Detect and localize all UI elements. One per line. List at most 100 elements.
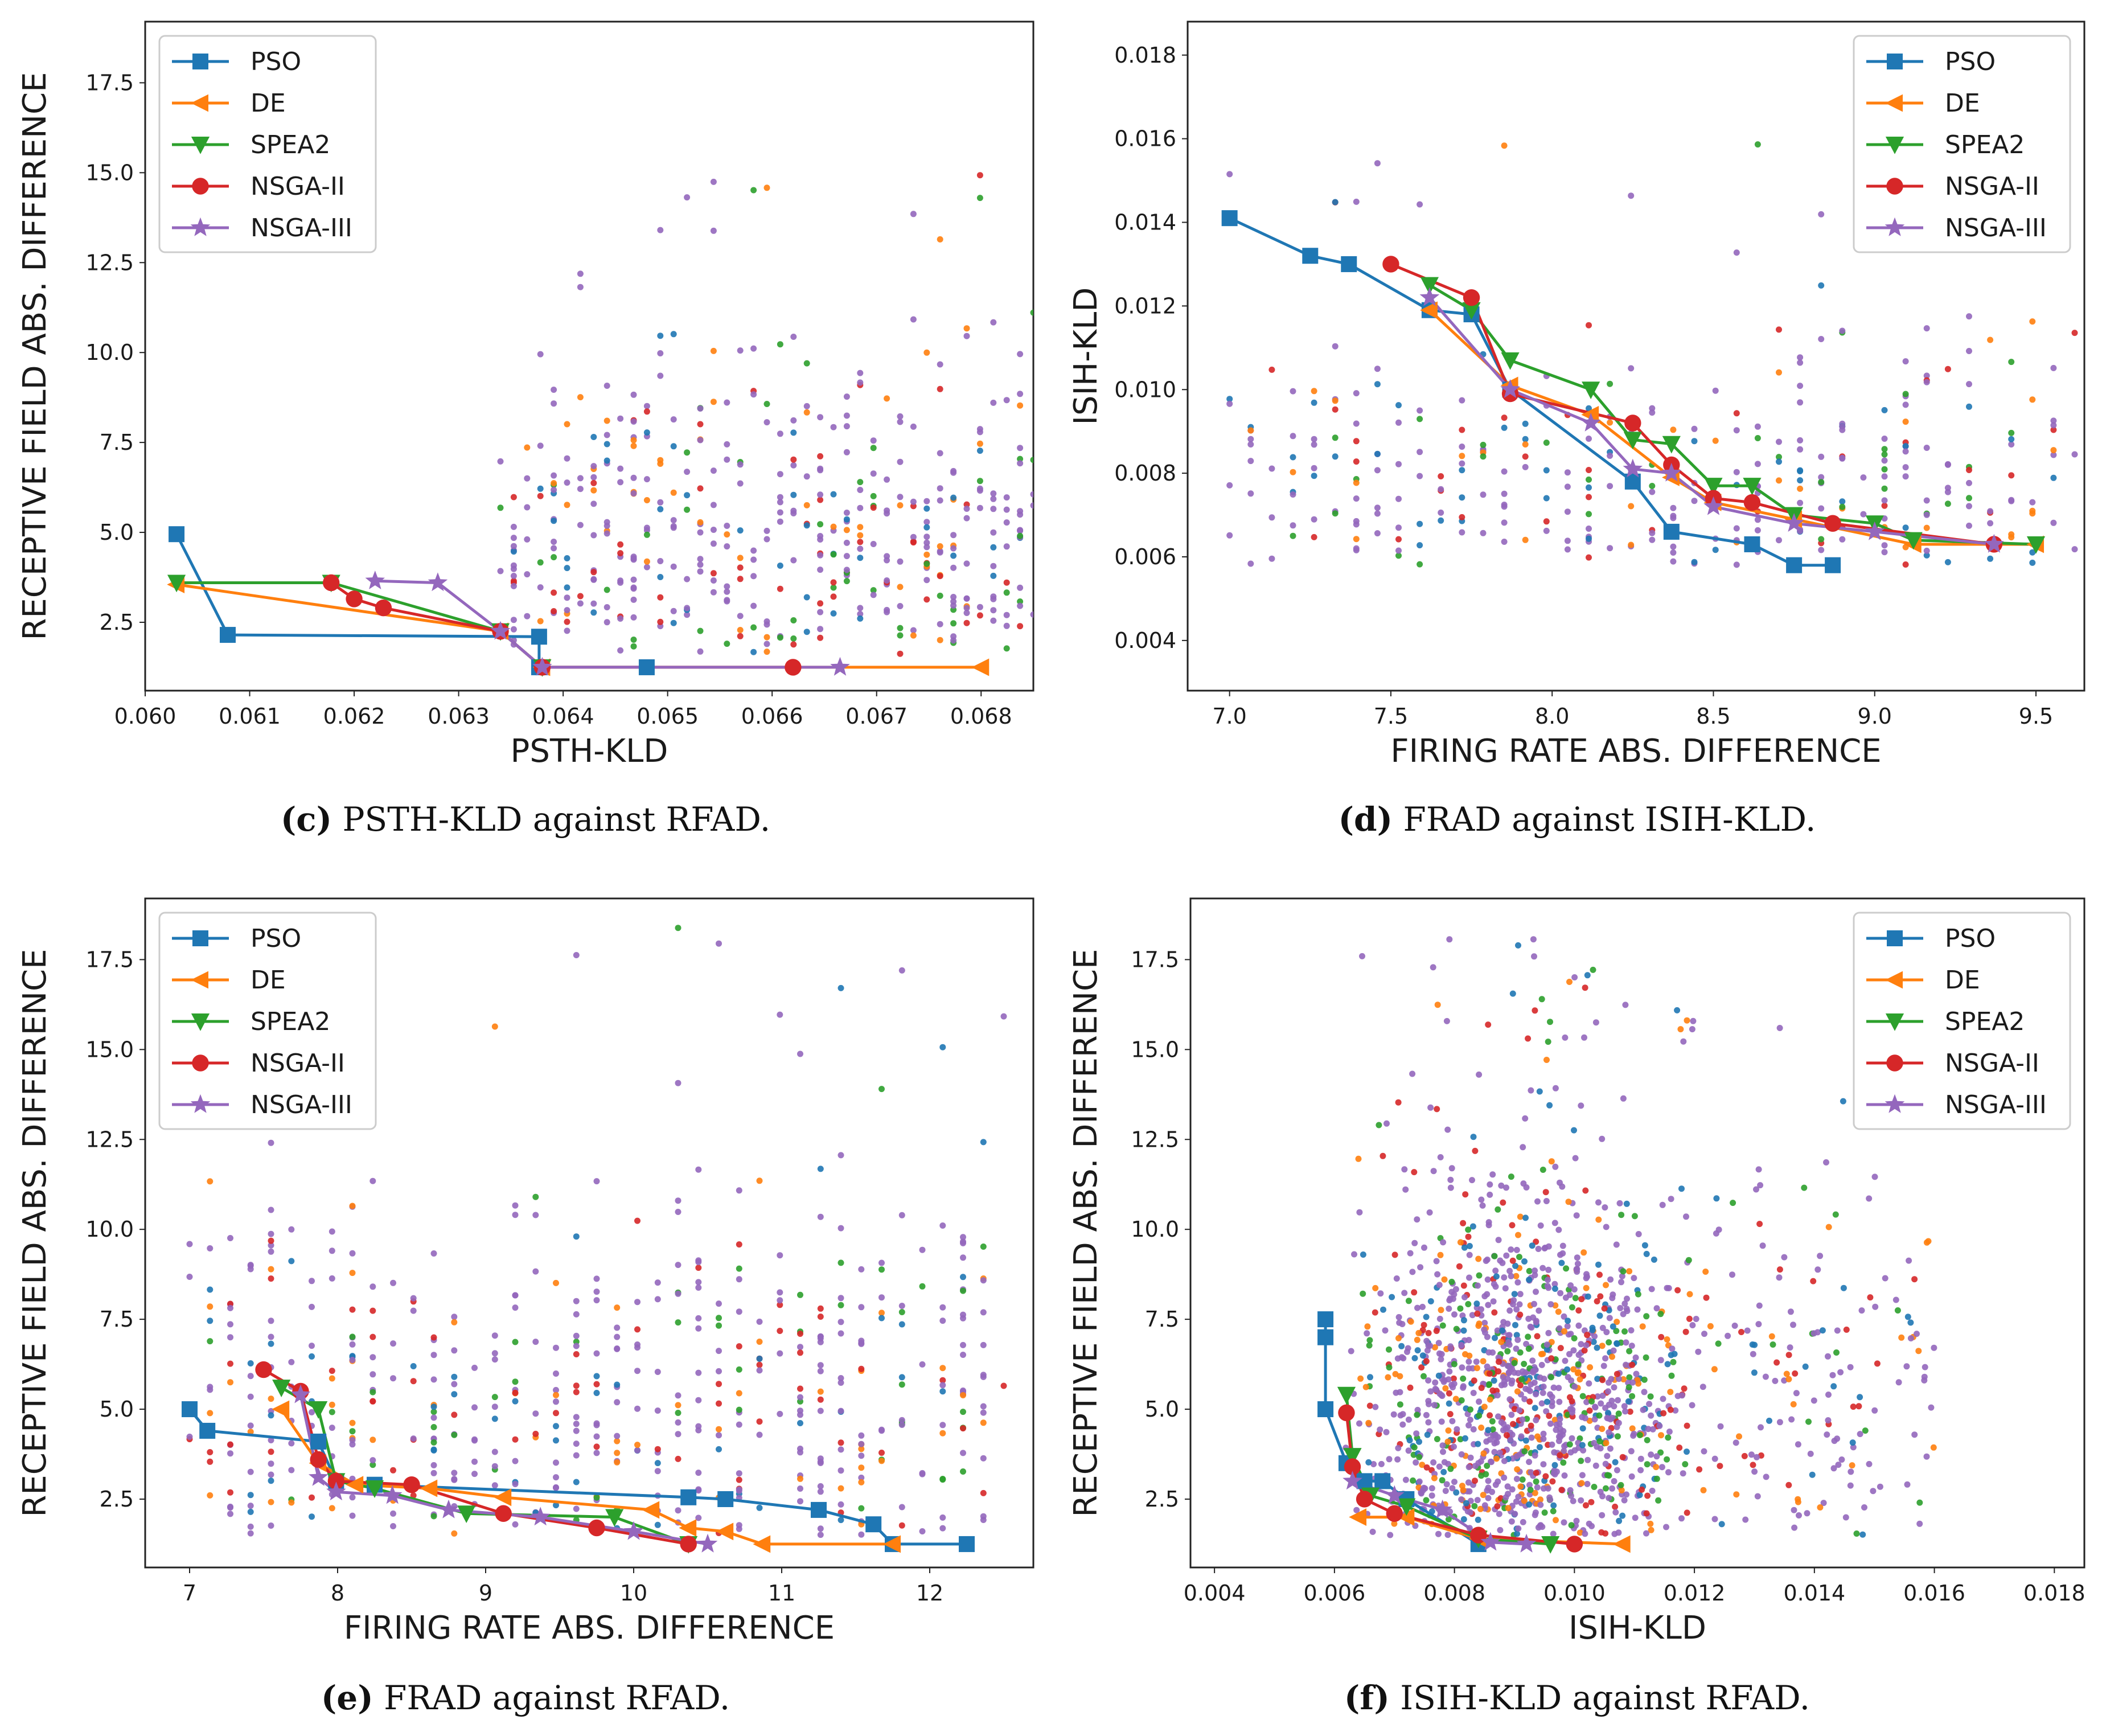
scatter-point bbox=[1511, 1291, 1518, 1298]
scatter-point bbox=[858, 1505, 865, 1512]
series-marker-nsga-iii bbox=[326, 1481, 346, 1501]
scatter-point bbox=[857, 532, 864, 539]
scatter-point bbox=[630, 437, 637, 444]
scatter-point bbox=[1833, 1349, 1840, 1356]
scatter-point bbox=[512, 1481, 519, 1487]
scatter-point bbox=[1540, 1461, 1547, 1468]
series-marker-pso bbox=[531, 629, 547, 645]
series-marker-spea2 bbox=[1501, 352, 1520, 370]
scatter-point bbox=[1545, 1284, 1552, 1291]
y-tick-label: 0.008 bbox=[1114, 461, 1176, 486]
series-marker-pso bbox=[199, 1422, 216, 1439]
scatter-point bbox=[803, 594, 810, 601]
scatter-point bbox=[756, 1318, 763, 1325]
scatter-point bbox=[577, 270, 584, 277]
scatter-point bbox=[837, 1380, 844, 1386]
scatter-point bbox=[1450, 1384, 1456, 1390]
scatter-point bbox=[817, 567, 824, 573]
scatter-point bbox=[1632, 1515, 1639, 1521]
x-tick-label: 0.010 bbox=[1543, 1581, 1606, 1606]
scatter-point bbox=[1547, 1301, 1554, 1308]
scatter-point bbox=[817, 1460, 824, 1466]
series-marker-spea2 bbox=[605, 1509, 624, 1527]
scatter-point bbox=[1496, 1511, 1502, 1517]
scatter-point bbox=[524, 613, 531, 619]
scatter-point bbox=[1730, 1200, 1736, 1206]
scatter-point bbox=[1311, 399, 1317, 406]
scatter-point bbox=[1578, 1296, 1585, 1303]
scatter-point bbox=[837, 1467, 844, 1474]
scatter-point bbox=[268, 1471, 274, 1478]
scatter-point bbox=[1399, 1421, 1406, 1428]
series-marker-nsga-iii bbox=[382, 1485, 403, 1504]
scatter-point bbox=[1686, 1315, 1693, 1322]
scatter-point bbox=[1670, 549, 1677, 556]
scatter-point bbox=[963, 515, 970, 522]
scatter-point bbox=[695, 1166, 702, 1173]
scatter-point bbox=[803, 473, 810, 480]
scatter-point bbox=[830, 610, 837, 617]
scatter-point bbox=[1003, 506, 1010, 513]
scatter-point bbox=[1733, 1491, 1740, 1498]
scatter-point bbox=[858, 1365, 865, 1372]
scatter-point bbox=[1446, 1400, 1452, 1407]
scatter-point bbox=[858, 1446, 865, 1452]
scatter-point bbox=[1902, 418, 1909, 425]
scatter-point bbox=[430, 1250, 437, 1257]
scatter-point bbox=[790, 510, 797, 516]
scatter-point bbox=[910, 539, 917, 546]
scatter-point bbox=[684, 605, 691, 612]
scatter-point bbox=[817, 1483, 824, 1489]
scatter-point bbox=[884, 476, 890, 483]
scatter-point bbox=[1513, 1498, 1520, 1505]
scatter-point bbox=[1465, 1479, 1472, 1486]
scatter-point bbox=[1795, 1441, 1801, 1448]
scatter-point bbox=[309, 1513, 315, 1520]
scatter-point bbox=[1431, 1344, 1438, 1351]
scatter-point bbox=[1449, 1485, 1456, 1492]
x-tick-label: 0.016 bbox=[1903, 1581, 1965, 1606]
scatter-point bbox=[573, 1479, 580, 1485]
scatter-point bbox=[1603, 1485, 1609, 1492]
scatter-point bbox=[1643, 1530, 1649, 1537]
scatter-point bbox=[2029, 318, 2036, 325]
scatter-point bbox=[1226, 482, 1233, 489]
legend-marker bbox=[192, 54, 208, 69]
scatter-point bbox=[1548, 1158, 1555, 1165]
scatter-point bbox=[716, 1432, 722, 1439]
scatter-point bbox=[1670, 426, 1677, 433]
scatter-point bbox=[1546, 1413, 1553, 1419]
scatter-point bbox=[1818, 474, 1825, 481]
scatter-point bbox=[349, 1475, 356, 1482]
scatter-point bbox=[797, 1485, 803, 1492]
scatter-point bbox=[897, 494, 904, 500]
scatter-point bbox=[937, 543, 943, 549]
scatter-point bbox=[1537, 1374, 1543, 1381]
scatter-point bbox=[897, 632, 904, 639]
y-tick-label: 17.5 bbox=[85, 70, 134, 95]
scatter-point bbox=[1441, 1276, 1448, 1283]
scatter-point bbox=[2050, 519, 2057, 526]
scatter-point bbox=[1290, 491, 1296, 498]
scatter-point bbox=[1290, 532, 1296, 539]
scatter-point bbox=[1490, 1298, 1497, 1305]
series-marker-spea2 bbox=[1904, 532, 1923, 550]
scatter-point bbox=[1574, 1261, 1581, 1267]
scatter-point bbox=[817, 1396, 824, 1403]
scatter-point bbox=[1359, 953, 1365, 959]
scatter-point bbox=[843, 449, 850, 455]
x-axis-label: FIRING RATE ABS. DIFFERENCE bbox=[344, 1610, 835, 1647]
scatter-point bbox=[1394, 1355, 1401, 1362]
scatter-point bbox=[950, 552, 957, 559]
scatter-point bbox=[537, 584, 544, 591]
scatter-point bbox=[1791, 1507, 1797, 1513]
scatter-point bbox=[1414, 1336, 1421, 1343]
caption-c-label: (c) bbox=[280, 800, 332, 839]
scatter-point bbox=[797, 1291, 803, 1298]
scatter-point bbox=[1624, 1308, 1631, 1314]
scatter-point bbox=[207, 1178, 214, 1185]
scatter-point bbox=[288, 1226, 295, 1233]
scatter-point bbox=[697, 437, 704, 444]
scatter-point bbox=[1754, 1454, 1760, 1460]
scatter-point bbox=[1508, 1411, 1515, 1418]
